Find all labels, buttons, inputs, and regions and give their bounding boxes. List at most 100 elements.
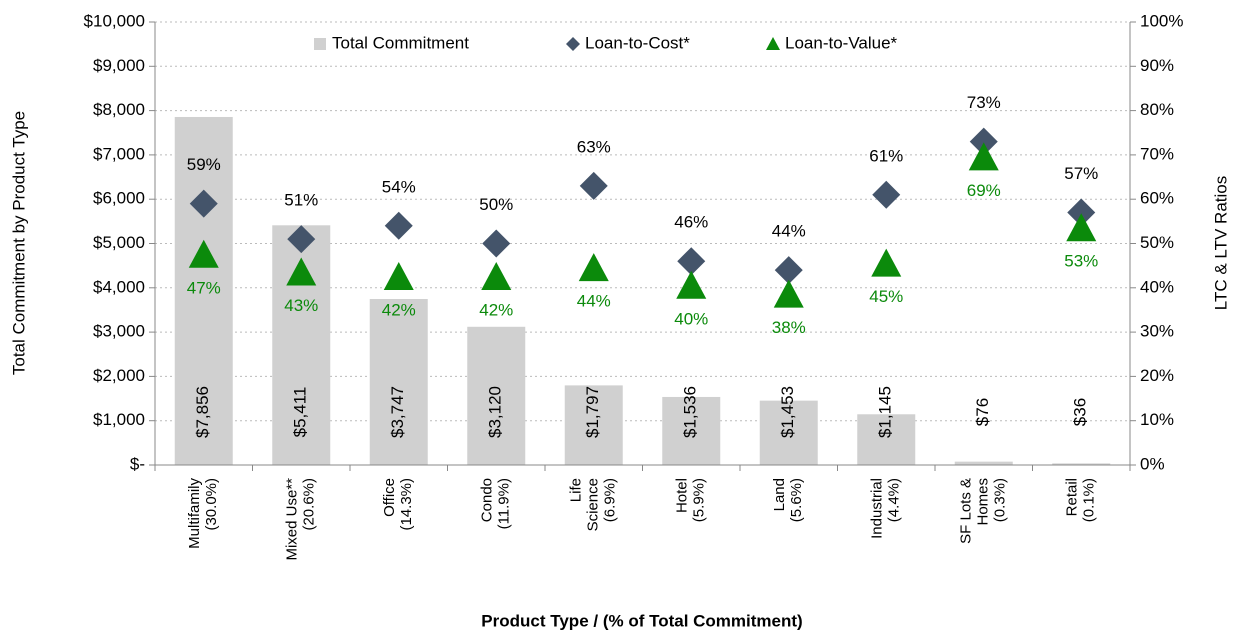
ltc-marker — [482, 229, 511, 258]
y-tick-label: $5,000 — [93, 233, 145, 252]
ltc-marker — [189, 189, 218, 218]
bar — [467, 326, 526, 465]
bar — [857, 414, 916, 465]
y-tick-label: $7,000 — [93, 144, 145, 163]
y2-tick-label: 10% — [1140, 410, 1174, 429]
ltv-marker — [1066, 213, 1097, 242]
point-value-label: 57% — [1064, 164, 1098, 183]
legend-swatch — [314, 38, 326, 50]
bar — [759, 400, 818, 465]
x-tick-label: Life — [568, 478, 585, 502]
ltc-marker — [1067, 198, 1096, 227]
bar-value-label: $76 — [973, 398, 992, 426]
legend-swatch — [566, 37, 580, 51]
x-tick-label: (5.6%) — [788, 478, 805, 522]
bar-value-label: $7,856 — [193, 386, 212, 438]
point-value-label: 51% — [284, 191, 318, 210]
x-tick-label: Office — [381, 478, 398, 517]
y2-tick-label: 40% — [1140, 277, 1174, 296]
legend-label: Loan-to-Value* — [785, 33, 898, 52]
ltv-marker — [383, 261, 414, 290]
point-value-label: 45% — [869, 287, 903, 306]
bar-value-label: $1,536 — [681, 386, 700, 438]
point-value-label: 50% — [479, 195, 513, 214]
ltc-marker — [287, 225, 316, 254]
point-value-label: 59% — [187, 155, 221, 174]
point-value-label: 69% — [967, 181, 1001, 200]
point-value-label: 44% — [772, 222, 806, 241]
y2-tick-label: 60% — [1140, 189, 1174, 208]
point-value-label: 46% — [674, 213, 708, 232]
bar-value-label: $36 — [1071, 398, 1090, 426]
ltc-marker — [579, 171, 608, 200]
ltc-marker — [774, 256, 803, 285]
bar — [1052, 463, 1111, 465]
x-tick-label: Industrial — [869, 478, 886, 539]
y2-tick-label: 30% — [1140, 322, 1174, 341]
point-value-label: 53% — [1064, 252, 1098, 271]
x-tick-label: Multifamily — [186, 478, 203, 549]
ltc-marker — [677, 247, 706, 276]
y2-tick-label: 90% — [1140, 56, 1174, 75]
bar — [369, 299, 428, 465]
x-tick-label: (14.3%) — [398, 478, 415, 531]
y2-tick-label: 50% — [1140, 233, 1174, 252]
x-tick-label: Condo — [479, 478, 496, 522]
ltv-marker — [773, 279, 804, 308]
x-tick-label: (0.3%) — [992, 478, 1009, 522]
y-tick-label: $2,000 — [93, 366, 145, 385]
x-tick-label: Mixed Use** — [284, 478, 301, 561]
ltc-marker — [872, 180, 901, 209]
ltc-marker — [384, 211, 413, 240]
point-value-label: 40% — [674, 309, 708, 328]
bar-value-label: $5,411 — [291, 387, 310, 438]
y-tick-label: $9,000 — [93, 56, 145, 75]
x-tick-label: Homes — [975, 478, 992, 526]
x-tick-label: (30.0%) — [203, 478, 220, 531]
point-value-label: 73% — [967, 93, 1001, 112]
x-tick-label: (5.9%) — [691, 478, 708, 522]
point-value-label: 42% — [479, 300, 513, 319]
point-value-label: 42% — [382, 300, 416, 319]
ltv-marker — [481, 261, 512, 290]
point-value-label: 44% — [577, 292, 611, 311]
point-value-label: 43% — [284, 296, 318, 315]
ltv-marker — [578, 253, 609, 282]
y-tick-label: $3,000 — [93, 322, 145, 341]
bar — [954, 461, 1013, 465]
bar-value-label: $1,453 — [778, 386, 797, 438]
x-tick-label: (4.4%) — [886, 478, 903, 522]
ltv-marker — [286, 257, 317, 286]
y-axis-label: Total Commitment by Product Type — [9, 111, 28, 375]
y-tick-label: $8,000 — [93, 100, 145, 119]
bar — [174, 116, 233, 466]
point-value-label: 38% — [772, 318, 806, 337]
ltv-marker — [188, 239, 219, 268]
y-tick-label: $4,000 — [93, 277, 145, 296]
x-tick-label: (20.6%) — [301, 478, 318, 531]
point-value-label: 47% — [187, 278, 221, 297]
x-tick-label: Land — [771, 478, 788, 511]
y2-tick-label: 20% — [1140, 366, 1174, 385]
ltv-marker — [871, 248, 902, 277]
x-tick-label: Retail — [1064, 478, 1081, 516]
ltc-marker — [969, 127, 998, 156]
bar-value-label: $3,120 — [486, 386, 505, 438]
point-value-label: 61% — [869, 146, 903, 165]
y-tick-label: $10,000 — [84, 11, 145, 30]
bar-value-label: $1,797 — [583, 386, 602, 438]
bar — [662, 396, 721, 465]
y2-tick-label: 70% — [1140, 144, 1174, 163]
x-axis-label: Product Type / (% of Total Commitment) — [481, 611, 802, 630]
x-tick-label: (6.9%) — [602, 478, 619, 522]
y-tick-label: $1,000 — [93, 410, 145, 429]
x-tick-label: SF Lots & — [958, 478, 975, 544]
y2-tick-label: 100% — [1140, 11, 1183, 30]
legend-label: Total Commitment — [332, 33, 469, 52]
y2-axis-label: LTC & LTV Ratios — [1211, 176, 1230, 310]
legend-swatch — [766, 37, 780, 50]
point-value-label: 54% — [382, 177, 416, 196]
y-tick-label: $- — [130, 454, 145, 473]
